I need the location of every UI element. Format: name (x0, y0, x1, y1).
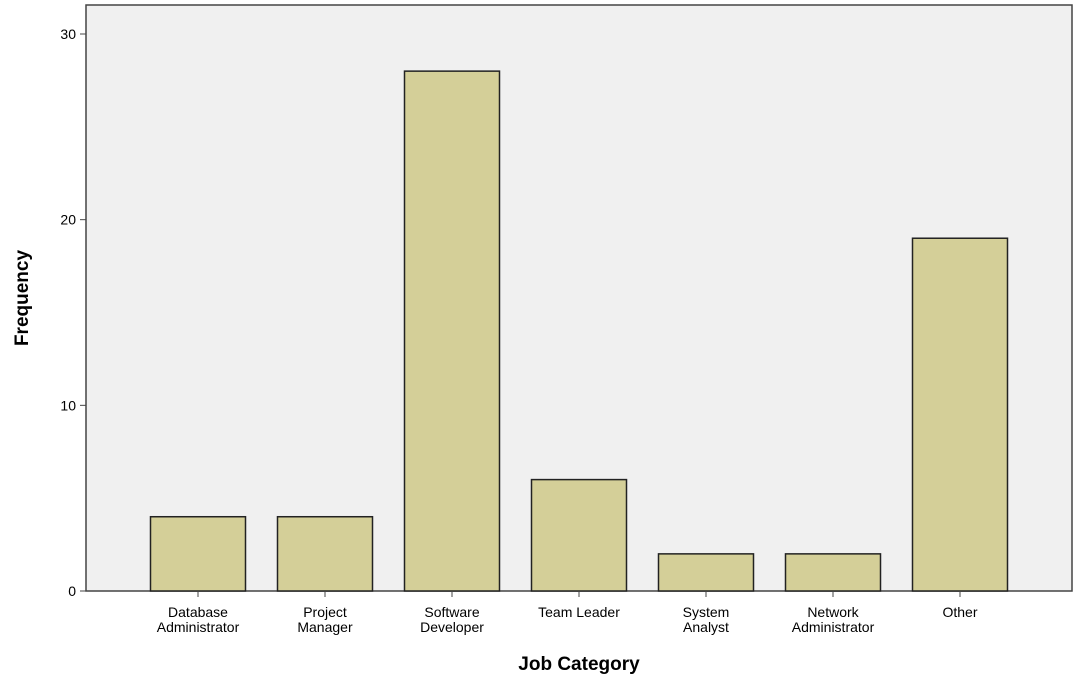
y-tick-label: 20 (60, 212, 76, 228)
x-tick-label: Network Administrator (792, 604, 875, 635)
bar (530, 478, 628, 592)
bar (784, 553, 882, 592)
x-tick-label: Database Administrator (157, 604, 240, 635)
bar (276, 515, 374, 592)
x-tick-label: Project Manager (297, 604, 353, 635)
y-tick-label: 30 (60, 26, 76, 42)
x-tick-label: Software Developer (420, 604, 484, 635)
x-axis: Database Administrator Project Manager Softw… (157, 591, 978, 635)
bar (149, 515, 247, 592)
bar (403, 70, 501, 592)
x-tick-label: Team Leader (538, 604, 620, 620)
x-tick-label: Other (942, 604, 977, 620)
bars-group (149, 70, 1009, 592)
x-tick-label: System Analyst (683, 604, 730, 635)
bar (657, 553, 755, 592)
bar (911, 237, 1009, 592)
y-tick-label: 10 (60, 397, 76, 413)
y-tick-label: 0 (68, 583, 76, 599)
y-axis: 0 10 20 30 (60, 26, 86, 599)
x-axis-title: Job Category (518, 654, 640, 675)
y-axis-title: Frequency (12, 250, 33, 347)
